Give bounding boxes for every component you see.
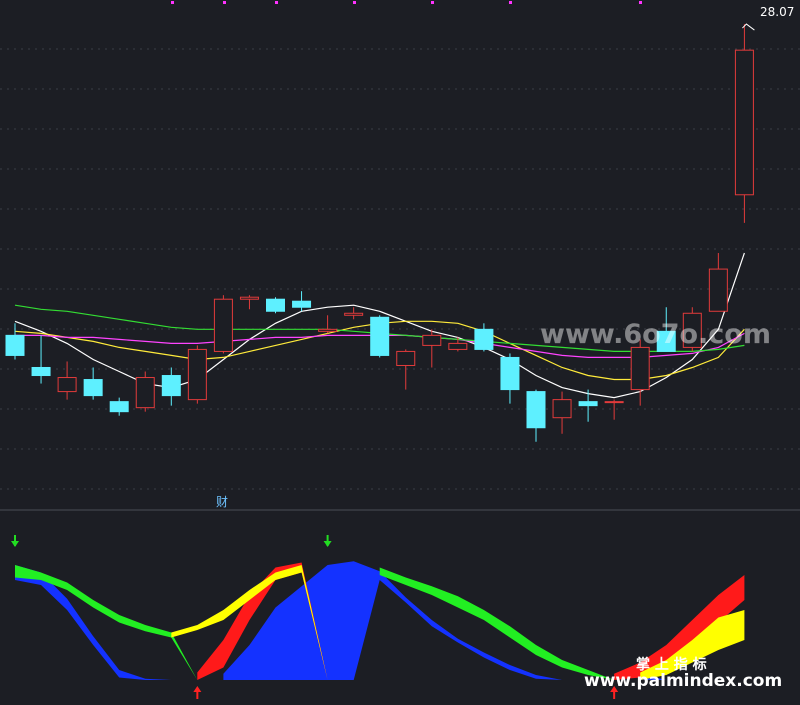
candle xyxy=(422,329,442,368)
candle xyxy=(734,24,754,223)
candle-body xyxy=(83,379,103,397)
last-price-label: 28.07 xyxy=(760,5,794,19)
candle xyxy=(109,397,129,416)
candle-body xyxy=(135,377,155,409)
watermark-bottom-cn: 掌 上 指 标 xyxy=(636,656,707,673)
watermark-bottom-url: www.palmindex.com xyxy=(584,671,782,691)
candle-body xyxy=(708,268,728,312)
candle xyxy=(213,295,233,354)
candle-body xyxy=(57,377,77,393)
candle-body xyxy=(734,49,754,196)
note-label: 财 xyxy=(216,495,228,509)
osc-band-2 xyxy=(15,565,198,680)
last-price-marker xyxy=(742,23,755,31)
candle xyxy=(708,253,728,312)
candle-body xyxy=(187,348,207,401)
candle-body xyxy=(604,401,624,404)
price-grid xyxy=(0,48,800,490)
candle xyxy=(135,371,155,412)
candle-body xyxy=(5,334,25,356)
candle-body xyxy=(526,391,546,429)
top-mark xyxy=(509,1,512,4)
candle-body xyxy=(31,366,51,377)
osc-band-1 xyxy=(223,561,563,680)
candle-body xyxy=(578,401,598,407)
candle xyxy=(318,315,338,334)
candle xyxy=(5,323,25,360)
candle xyxy=(526,389,546,442)
down-arrow-head xyxy=(323,541,332,547)
candle xyxy=(682,307,702,352)
candle xyxy=(57,361,77,400)
osc-band-4 xyxy=(640,610,745,680)
up-arrow-icon xyxy=(193,686,202,699)
up-arrow-icon xyxy=(610,686,619,699)
candle-body xyxy=(448,342,468,350)
candle-body xyxy=(500,356,520,391)
top-mark xyxy=(639,1,642,4)
candle xyxy=(630,339,650,406)
osc-band-3 xyxy=(197,562,328,680)
top-mark xyxy=(275,1,278,4)
candle-body xyxy=(213,298,233,352)
candle xyxy=(83,367,103,400)
candle xyxy=(344,307,364,320)
candle xyxy=(370,315,390,358)
candle-body xyxy=(656,330,676,352)
candle-body xyxy=(474,328,494,350)
signal-arrows xyxy=(11,535,619,699)
candle-body xyxy=(552,399,572,419)
down-arrow-icon xyxy=(11,535,19,547)
osc-band-3 xyxy=(614,575,745,680)
top-mark xyxy=(171,1,174,4)
candle xyxy=(161,367,181,406)
candle-body xyxy=(396,350,416,366)
top-mark xyxy=(353,1,356,4)
osc-band-1 xyxy=(15,565,172,680)
candle xyxy=(31,335,51,384)
candle xyxy=(266,297,285,314)
candle xyxy=(448,337,468,352)
up-arrow-head xyxy=(610,686,619,692)
up-arrow-head xyxy=(193,686,202,692)
candle-body xyxy=(109,401,129,413)
osc-band-4 xyxy=(171,565,328,680)
candle-body xyxy=(239,296,259,300)
down-arrow-head xyxy=(11,541,19,547)
candle xyxy=(474,323,494,352)
candle xyxy=(187,345,207,404)
candle xyxy=(239,295,259,310)
watermark-top: www.6o7o.com xyxy=(540,319,771,350)
osc-band-2 xyxy=(379,567,615,680)
candle-body xyxy=(266,298,285,312)
candle-body xyxy=(370,316,390,356)
candle-body xyxy=(318,328,338,332)
candle xyxy=(500,353,520,404)
candle-body xyxy=(344,312,364,316)
candle-body xyxy=(161,375,181,397)
candle xyxy=(292,291,312,312)
candle-body xyxy=(422,334,442,346)
candle-body xyxy=(682,312,702,348)
down-arrow-icon xyxy=(323,535,332,547)
candle xyxy=(396,349,416,390)
candle xyxy=(552,391,572,434)
candle xyxy=(604,399,624,420)
oscillator-bands xyxy=(15,561,745,680)
top-dash-marks xyxy=(171,1,642,4)
top-mark xyxy=(223,1,226,4)
candle-body xyxy=(292,300,312,308)
candle xyxy=(578,389,598,422)
candle-body xyxy=(630,346,650,391)
candle xyxy=(656,307,676,352)
top-mark xyxy=(431,1,434,4)
candlesticks xyxy=(5,23,755,442)
